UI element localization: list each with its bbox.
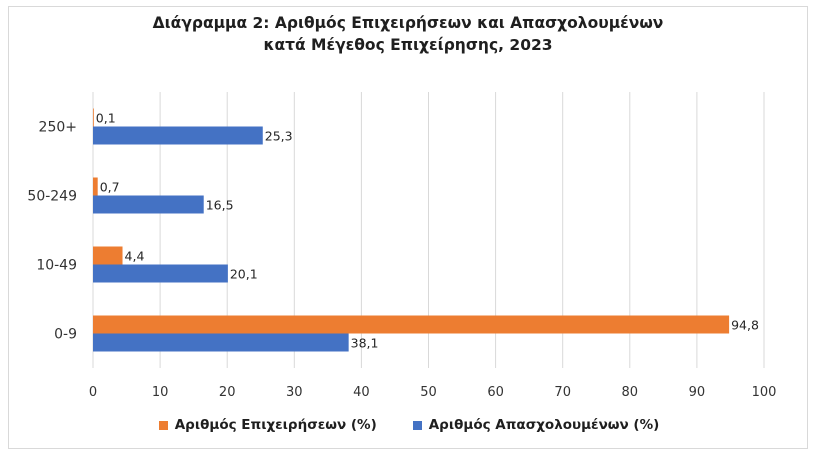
data-label-employees-3: 38,1 xyxy=(351,336,379,351)
data-label-employees-0: 25,3 xyxy=(265,129,293,144)
bar-businesses-1 xyxy=(93,177,98,196)
legend-item-employees: Αριθμός Απασχολουμένων (%) xyxy=(412,417,660,433)
bar-employees-3 xyxy=(93,333,349,352)
data-label-businesses-1: 0,7 xyxy=(100,180,120,195)
bar-businesses-0 xyxy=(93,108,94,127)
x-tick-label-8: 80 xyxy=(622,385,639,400)
x-tick-label-6: 60 xyxy=(487,385,504,400)
x-tick-label-4: 40 xyxy=(353,385,370,400)
bar-businesses-2 xyxy=(93,246,123,265)
x-tick-label-10: 100 xyxy=(752,385,777,400)
data-label-employees-2: 20,1 xyxy=(230,267,258,282)
category-label-1: 50-249 xyxy=(27,189,77,205)
data-label-businesses-0: 0,1 xyxy=(96,111,116,126)
chart-title-line-2: κατά Μέγεθος Επιχείρησης, 2023 xyxy=(263,36,553,54)
data-label-employees-1: 16,5 xyxy=(206,198,234,213)
data-label-businesses-2: 4,4 xyxy=(125,249,145,264)
legend-label-businesses: Αριθμός Επιχειρήσεων (%) xyxy=(174,417,377,433)
bar-employees-1 xyxy=(93,195,204,214)
bar-employees-0 xyxy=(93,126,263,145)
category-label-2: 10-49 xyxy=(36,258,77,274)
chart-frame xyxy=(8,6,808,449)
chart-title-line-1: Διάγραμμα 2: Αριθμός Επιχειρήσεων και Απ… xyxy=(152,14,664,32)
bar-employees-2 xyxy=(93,264,228,283)
x-tick-label-0: 0 xyxy=(89,385,97,400)
x-tick-label-5: 50 xyxy=(420,385,437,400)
x-tick-label-3: 30 xyxy=(286,385,303,400)
x-tick-label-9: 90 xyxy=(689,385,706,400)
data-label-businesses-3: 94,8 xyxy=(731,318,759,333)
category-label-3: 0-9 xyxy=(54,327,77,343)
legend-swatch-businesses xyxy=(158,420,168,430)
chart-title: Διάγραμμα 2: Αριθμός Επιχειρήσεων και Απ… xyxy=(0,12,816,56)
x-tick-label-1: 10 xyxy=(152,385,169,400)
bar-businesses-3 xyxy=(93,315,730,334)
category-label-0: 250+ xyxy=(39,120,77,136)
legend: Αριθμός Επιχειρήσεων (%) Αριθμός Απασχολ… xyxy=(0,414,818,436)
x-tick-label-2: 20 xyxy=(219,385,236,400)
x-tick-label-7: 70 xyxy=(554,385,571,400)
legend-item-businesses: Αριθμός Επιχειρήσεων (%) xyxy=(158,417,377,433)
legend-label-employees: Αριθμός Απασχολουμένων (%) xyxy=(428,417,660,433)
legend-swatch-employees xyxy=(412,420,422,430)
